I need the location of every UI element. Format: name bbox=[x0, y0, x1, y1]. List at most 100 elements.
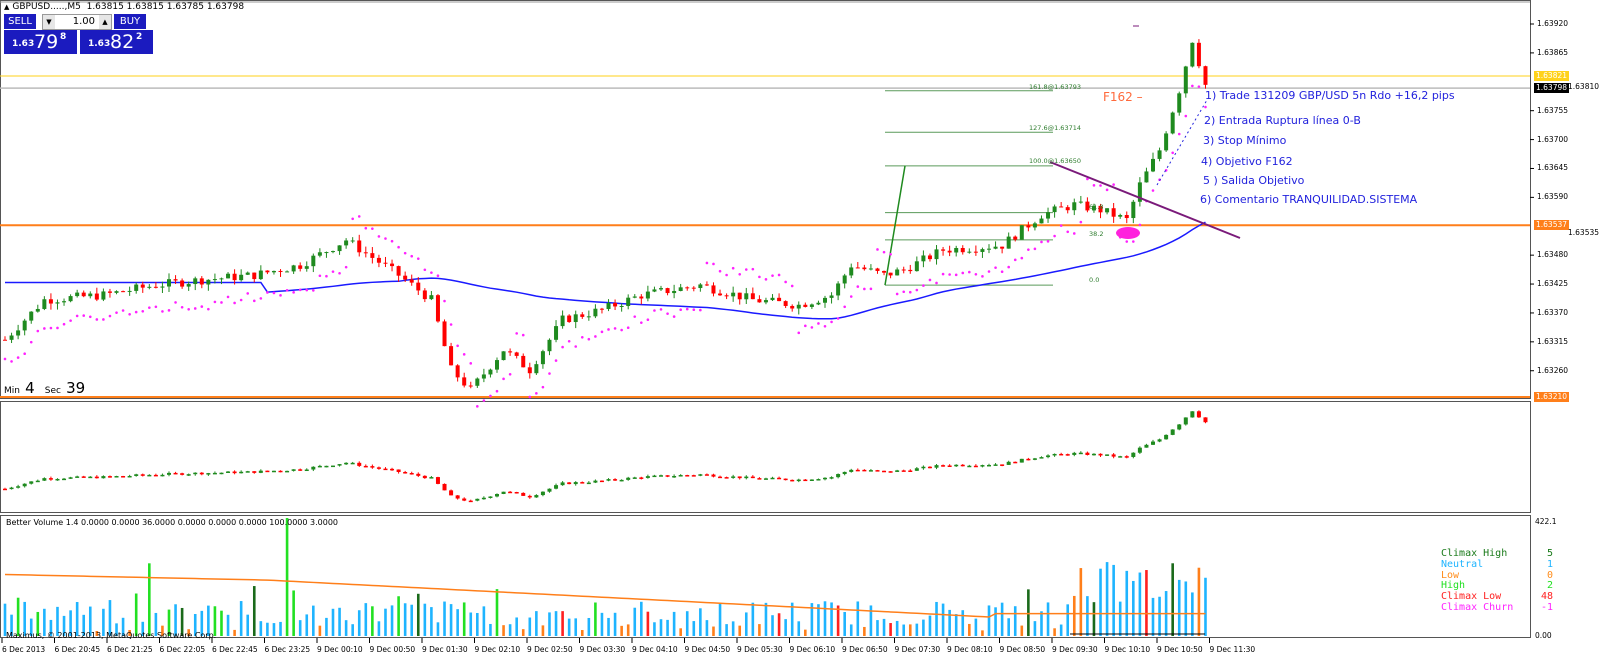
time-tick-label: 6 Dec 22:05 bbox=[159, 645, 206, 654]
time-tick-label: 9 Dec 00:10 bbox=[317, 645, 363, 654]
parabolic-sar-dot bbox=[895, 292, 899, 296]
parabolic-sar-dot bbox=[607, 328, 610, 331]
lot-input[interactable]: 1.00 bbox=[72, 16, 95, 27]
sub-candle-body bbox=[803, 479, 808, 482]
sub-candle-body bbox=[652, 475, 657, 478]
legend-value: -1 bbox=[1540, 601, 1553, 613]
volume-bar bbox=[1145, 570, 1148, 636]
price-tick-label: 1.63645 bbox=[1537, 163, 1569, 173]
candle-body bbox=[29, 311, 34, 321]
parabolic-sar-dot bbox=[272, 291, 276, 295]
buy-price[interactable]: 1.63 82 2 bbox=[80, 30, 153, 54]
volume-bar bbox=[915, 623, 919, 636]
increase-lot-icon[interactable]: ▲ bbox=[99, 15, 111, 29]
candle-body bbox=[514, 352, 519, 356]
candle-body bbox=[357, 240, 362, 253]
volume-bar bbox=[23, 601, 26, 636]
volume-bar bbox=[502, 625, 505, 636]
volume-bar bbox=[272, 623, 276, 636]
sub-candle-body bbox=[16, 486, 21, 488]
sell-price-frac: 8 bbox=[60, 32, 67, 42]
buy-button[interactable]: BUY bbox=[114, 14, 146, 29]
parabolic-sar-dot bbox=[495, 389, 499, 393]
parabolic-sar-dot bbox=[1132, 240, 1135, 243]
candle-body bbox=[534, 364, 539, 374]
time-tick-label: 6 Dec 22:45 bbox=[212, 645, 258, 654]
sub-candle-body bbox=[514, 492, 519, 494]
volume-bar bbox=[180, 607, 184, 636]
volume-bar bbox=[456, 609, 459, 636]
candle-body bbox=[239, 274, 244, 281]
sub-candle-body bbox=[796, 479, 801, 482]
candle-body bbox=[921, 255, 926, 262]
parabolic-sar-dot bbox=[1105, 188, 1109, 192]
sub-candle-body bbox=[416, 473, 421, 476]
parabolic-sar-dot bbox=[1053, 234, 1056, 238]
volume-bar bbox=[1046, 602, 1050, 636]
volume-bar bbox=[1079, 568, 1083, 636]
candle-body bbox=[160, 286, 165, 288]
candle-body bbox=[455, 365, 460, 378]
time-tick-label: 6 Dec 20:45 bbox=[54, 645, 101, 654]
volume-bar bbox=[594, 602, 597, 636]
parabolic-sar-dot bbox=[1171, 151, 1174, 155]
parabolic-sar-dot bbox=[1204, 105, 1207, 109]
parabolic-sar-dot bbox=[279, 294, 282, 297]
candle-body bbox=[829, 295, 834, 298]
sell-price[interactable]: 1.63 79 8 bbox=[4, 30, 77, 54]
sub-candle-body bbox=[147, 474, 152, 477]
sub-candle-body bbox=[540, 491, 545, 496]
sub-candle-body bbox=[1039, 457, 1044, 459]
volume-bar bbox=[633, 607, 637, 636]
sub-candle-body bbox=[672, 475, 677, 478]
candle-body bbox=[350, 240, 355, 242]
sub-candle-body bbox=[1118, 456, 1123, 458]
volume-bar bbox=[331, 608, 335, 636]
volume-bar bbox=[889, 623, 892, 636]
candle-body bbox=[363, 252, 368, 254]
parabolic-sar-dot bbox=[705, 261, 709, 265]
parabolic-sar-dot bbox=[43, 327, 46, 330]
volume-bar bbox=[777, 613, 781, 636]
time-tick-label: 9 Dec 09:30 bbox=[1052, 645, 1098, 654]
sub-candle-body bbox=[94, 476, 99, 479]
f162-label: F162 – bbox=[1103, 90, 1143, 104]
volume-bar bbox=[528, 617, 532, 636]
candle-body bbox=[107, 291, 112, 293]
price-tick-label: 1.63480 bbox=[1537, 250, 1569, 260]
parabolic-sar-dot bbox=[476, 405, 479, 408]
candle-body bbox=[435, 295, 440, 322]
parabolic-sar-dot bbox=[646, 318, 650, 321]
parabolic-sar-dot bbox=[718, 269, 722, 273]
lot-size-stepper[interactable]: ▼ 1.00 ▲ bbox=[42, 14, 112, 30]
decrease-lot-icon[interactable]: ▼ bbox=[43, 15, 55, 29]
candle-body bbox=[1144, 171, 1149, 183]
parabolic-sar-dot bbox=[148, 306, 151, 309]
candle-body bbox=[1052, 206, 1057, 213]
sub-candle-body bbox=[534, 495, 539, 498]
candle-body bbox=[1019, 225, 1024, 240]
parabolic-sar-dot bbox=[1059, 224, 1063, 227]
parabolic-sar-dot bbox=[771, 274, 774, 277]
volume-bar bbox=[738, 625, 742, 636]
sub-candle-body bbox=[462, 498, 467, 501]
parabolic-sar-dot bbox=[167, 309, 171, 312]
sub-candle-body bbox=[75, 476, 80, 478]
parabolic-sar-dot bbox=[712, 262, 715, 266]
collapse-icon[interactable]: ▲ bbox=[4, 3, 10, 11]
parabolic-sar-dot bbox=[804, 324, 807, 328]
legend-label: High bbox=[1441, 580, 1466, 592]
time-tick-label: 9 Dec 00:50 bbox=[369, 645, 416, 654]
sub-candle-body bbox=[422, 475, 427, 479]
volume-bar bbox=[646, 611, 650, 636]
volume-bar bbox=[679, 628, 682, 636]
parabolic-sar-dot bbox=[338, 271, 341, 275]
volume-bar bbox=[1066, 604, 1070, 636]
parabolic-sar-dot bbox=[1033, 247, 1037, 251]
volume-bar bbox=[1158, 596, 1161, 636]
sell-button[interactable]: SELL bbox=[4, 14, 36, 29]
candle-body bbox=[599, 308, 604, 310]
candle-timer: Min 4 Sec 39 bbox=[4, 378, 85, 397]
candle-body bbox=[731, 292, 736, 297]
